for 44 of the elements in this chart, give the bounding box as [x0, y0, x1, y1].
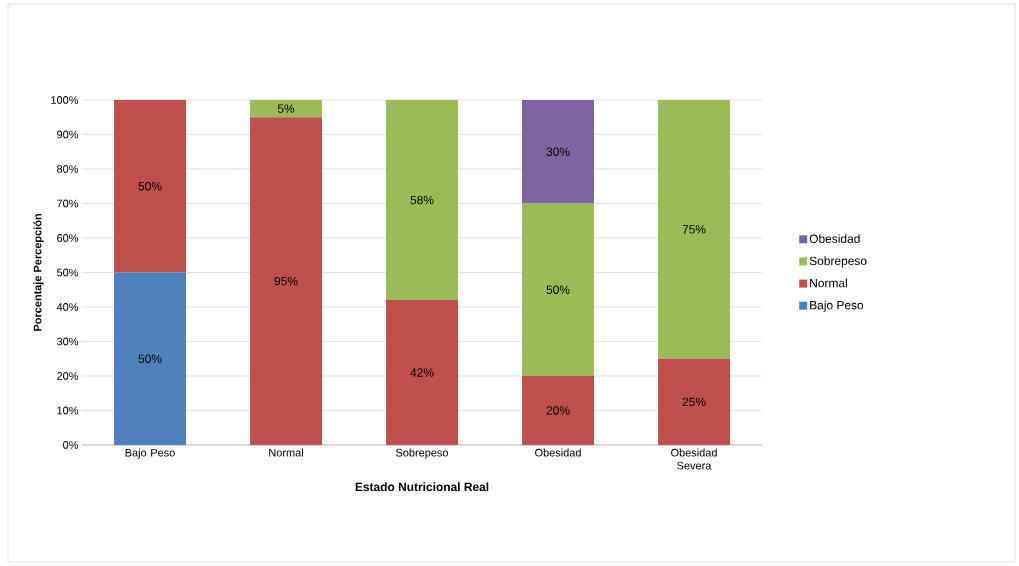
y-tick-label: 70% — [57, 199, 79, 208]
y-tick-label: 30% — [56, 337, 79, 346]
y-tick-label: 50% — [56, 268, 79, 277]
legend-label: Bajo Peso — [810, 300, 864, 312]
y-tick-label: 0% — [63, 441, 79, 449]
y-tick-label: 60% — [57, 234, 79, 242]
data-label: 30% — [546, 147, 570, 156]
bar — [386, 300, 459, 445]
bar — [522, 375, 595, 445]
bar — [250, 99, 323, 118]
y-tick-label: 90% — [57, 130, 79, 139]
bar — [114, 99, 187, 273]
bar — [522, 203, 595, 376]
data-label: 42% — [410, 368, 434, 377]
bar — [658, 99, 731, 359]
x-tick-label: Normal — [269, 448, 303, 457]
data-label: 58% — [410, 195, 434, 205]
data-label: 20% — [546, 406, 570, 415]
bar — [114, 272, 187, 445]
data-label: 5% — [277, 104, 295, 113]
data-label: 25% — [682, 397, 706, 407]
data-label: 50% — [138, 182, 162, 191]
x-axis-title: Estado Nutricional Real — [355, 482, 489, 492]
bar — [250, 117, 323, 445]
y-tick-label: 40% — [56, 303, 79, 311]
x-tick-label: Obesidad Severa — [671, 448, 717, 470]
data-label: 50% — [138, 354, 162, 363]
data-label: 50% — [546, 285, 570, 294]
y-tick-label: 80% — [57, 165, 79, 173]
y-tick-label: 100% — [51, 96, 79, 104]
x-tick-label: Bajo Peso — [125, 448, 175, 459]
legend-label: Sobrepeso — [809, 256, 867, 268]
bar — [522, 99, 595, 204]
bar — [658, 358, 731, 445]
x-tick-label: Sobrepeso — [396, 448, 449, 459]
data-label: 95% — [274, 276, 298, 286]
y-tick-label: 10% — [57, 406, 79, 415]
y-axis-title: Porcentaje Percepción — [33, 214, 44, 331]
bar — [386, 99, 459, 301]
legend-label: Obesidad — [809, 234, 860, 243]
legend-label: Normal — [810, 278, 847, 288]
x-tick-label: Obesidad — [535, 448, 581, 457]
data-label: 75% — [682, 225, 706, 234]
y-tick-label: 20% — [57, 372, 79, 380]
